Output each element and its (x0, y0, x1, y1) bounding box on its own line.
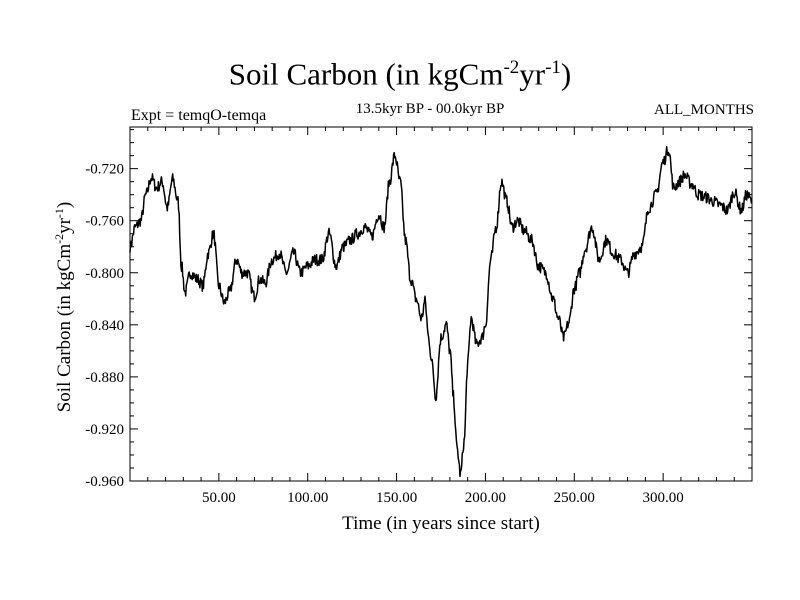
x-tick-label: 100.00 (287, 490, 328, 506)
x-tick-label: 150.00 (376, 490, 417, 506)
y-tick-label: -0.800 (85, 266, 124, 282)
axis-tick-labels: 50.00 100.00 150.00 200.00 250.00 300.00 -0.72… (85, 162, 684, 506)
experiment-label: Expt = temqO-temqa (131, 107, 267, 124)
x-tick-label: 200.00 (465, 490, 506, 506)
series-line (129, 145, 753, 478)
y-tick-label: -0.760 (85, 214, 124, 230)
y-tick-label: -0.720 (85, 162, 124, 178)
y-axis-label: Soil Carbon (in kgCm-2yr-1) (51, 201, 76, 413)
x-axis-label: Time (in years since start) (342, 513, 540, 534)
x-tick-label: 250.00 (554, 490, 595, 506)
period-label: 13.5kyr BP - 00.0kyr BP (355, 101, 505, 117)
x-tick-label: 50.00 (202, 490, 236, 506)
y-tick-label: -0.960 (85, 474, 124, 490)
plot-frame (129, 126, 753, 482)
months-label: ALL_MONTHS (654, 102, 754, 118)
y-tick-label: -0.840 (85, 318, 124, 334)
axis-ticks (130, 127, 752, 482)
y-tick-label: -0.920 (85, 422, 124, 438)
chart-title: Soil Carbon (in kgCm-2yr-1) (228, 56, 572, 92)
x-tick-label: 300.00 (643, 490, 684, 506)
y-tick-label: -0.880 (85, 370, 124, 386)
